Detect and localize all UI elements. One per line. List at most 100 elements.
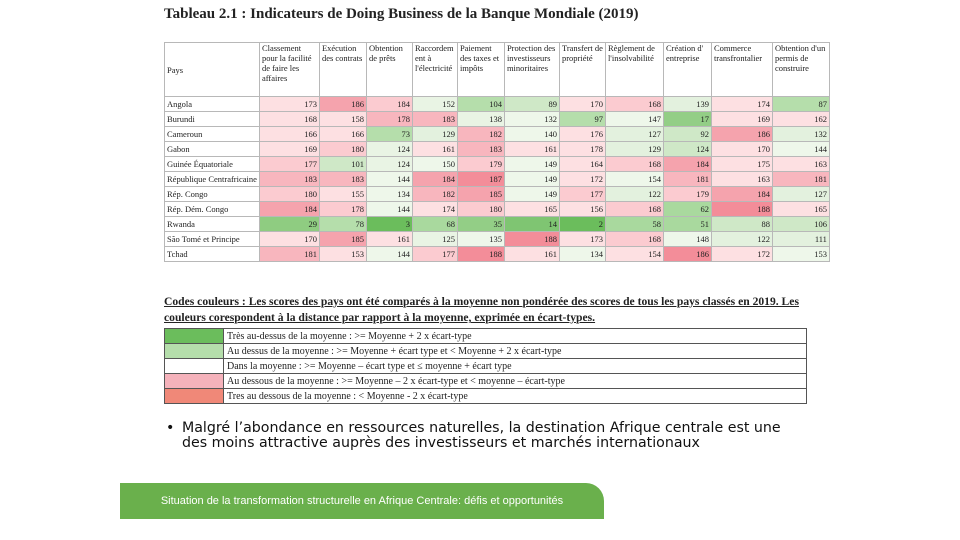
score-cell: 150: [411, 156, 458, 172]
score-cell: 124: [365, 156, 413, 172]
score-cell: 2: [558, 216, 606, 232]
score-cell: 58: [604, 216, 664, 232]
score-cell: 169: [258, 141, 320, 157]
score-cell: 134: [558, 246, 606, 262]
legend-swatch: [164, 388, 224, 404]
table-row: Angola 173 186 184 152 104 89 170 168 139 174 87: [164, 96, 830, 112]
score-cell: 182: [411, 186, 458, 202]
score-cell: 144: [771, 141, 830, 157]
legend-label: Au dessous de la moyenne : >= Moyenne – …: [223, 373, 807, 389]
country-cell: Guinée Équatoriale: [164, 156, 260, 172]
score-cell: 73: [365, 126, 413, 142]
score-cell: 149: [503, 171, 560, 187]
score-cell: 62: [662, 201, 712, 217]
score-cell: 35: [456, 216, 505, 232]
score-cell: 127: [771, 186, 830, 202]
score-cell: 68: [411, 216, 458, 232]
score-cell: 185: [456, 186, 505, 202]
legend-swatch: [164, 358, 224, 374]
bullet-icon: •: [166, 420, 175, 436]
score-cell: 186: [662, 246, 712, 262]
table-row: Rép. Dém. Congo 184 178 144 174 180 165 156 168 6…: [164, 201, 830, 217]
table-row: Rép. Congo 180 155 134 182 185 149 177 122 179 184…: [164, 186, 830, 202]
score-cell: 144: [365, 201, 413, 217]
score-cell: 168: [604, 96, 664, 112]
score-cell: 161: [503, 246, 560, 262]
score-cell: 144: [365, 171, 413, 187]
score-cell: 172: [558, 171, 606, 187]
score-cell: 132: [503, 111, 560, 127]
column-header: Raccordem ent à l'électricité: [411, 42, 458, 97]
country-cell: Burundi: [164, 111, 260, 127]
bullet-text: Malgré l’abondance en ressources naturel…: [182, 420, 781, 451]
score-cell: 177: [258, 156, 320, 172]
score-cell: 183: [456, 141, 505, 157]
score-cell: 166: [258, 126, 320, 142]
score-cell: 149: [503, 186, 560, 202]
column-header: Exécution des contrats: [318, 42, 367, 97]
score-cell: 92: [662, 126, 712, 142]
score-cell: 185: [318, 231, 367, 247]
legend-row: Au dessous de la moyenne : >= Moyenne – …: [164, 373, 807, 389]
score-cell: 168: [604, 156, 664, 172]
score-cell: 156: [558, 201, 606, 217]
country-cell: Rwanda: [164, 216, 260, 232]
score-cell: 104: [456, 96, 505, 112]
table-row: Burundi 168 158 178 183 138 132 97 147 17 169 162: [164, 111, 830, 127]
legend-swatch: [164, 328, 224, 344]
score-cell: 161: [503, 141, 560, 157]
column-header: Création d' entreprise: [662, 42, 712, 97]
score-cell: 174: [710, 96, 773, 112]
column-header: Règlement de l'insolvabilité: [604, 42, 664, 97]
score-cell: 148: [662, 231, 712, 247]
score-cell: 106: [771, 216, 830, 232]
score-cell: 177: [411, 246, 458, 262]
score-cell: 17: [662, 111, 712, 127]
score-cell: 170: [710, 141, 773, 157]
score-cell: 122: [604, 186, 664, 202]
score-cell: 51: [662, 216, 712, 232]
column-header: Paiement des taxes et impôts: [456, 42, 505, 97]
score-cell: 175: [710, 156, 773, 172]
score-cell: 101: [318, 156, 367, 172]
column-header: Transfert de propriété: [558, 42, 606, 97]
score-cell: 161: [411, 141, 458, 157]
score-cell: 188: [456, 246, 505, 262]
column-header: Classement pour la facilité de faire les…: [258, 42, 320, 97]
country-cell: São Tomé et Principe: [164, 231, 260, 247]
score-cell: 88: [710, 216, 773, 232]
score-cell: 182: [456, 126, 505, 142]
score-cell: 173: [558, 231, 606, 247]
score-cell: 161: [365, 231, 413, 247]
score-cell: 172: [710, 246, 773, 262]
score-cell: 181: [771, 171, 830, 187]
score-cell: 184: [258, 201, 320, 217]
score-cell: 132: [771, 126, 830, 142]
legend-label: Très au-dessus de la moyenne : >= Moyenn…: [223, 328, 807, 344]
score-cell: 144: [365, 246, 413, 262]
bullet-point: • Malgré l’abondance en ressources natur…: [166, 421, 786, 451]
score-cell: 179: [456, 156, 505, 172]
table-row: São Tomé et Principe 170 185 161 125 135 188 17…: [164, 231, 830, 247]
legend-label: Tres au dessous de la moyenne : < Moyenn…: [223, 388, 807, 404]
score-cell: 183: [318, 171, 367, 187]
score-cell: 166: [318, 126, 367, 142]
legend-row: Tres au dessous de la moyenne : < Moyenn…: [164, 388, 807, 404]
score-cell: 129: [411, 126, 458, 142]
score-cell: 138: [456, 111, 505, 127]
score-cell: 178: [558, 141, 606, 157]
score-cell: 158: [318, 111, 367, 127]
legend-label: Au dessus de la moyenne : >= Moyenne + é…: [223, 343, 807, 359]
color-codes-text: Codes couleurs : Les scores des pays ont…: [164, 295, 799, 324]
score-cell: 3: [365, 216, 413, 232]
score-cell: 188: [503, 231, 560, 247]
column-header: Commerce transfrontalier: [710, 42, 773, 97]
score-cell: 152: [411, 96, 458, 112]
score-cell: 147: [604, 111, 664, 127]
table-row: Cameroun 166 166 73 129 182 140 176 127 92 186 132: [164, 126, 830, 142]
score-cell: 155: [318, 186, 367, 202]
score-cell: 165: [503, 201, 560, 217]
score-cell: 184: [662, 156, 712, 172]
country-cell: Angola: [164, 96, 260, 112]
score-cell: 188: [710, 201, 773, 217]
